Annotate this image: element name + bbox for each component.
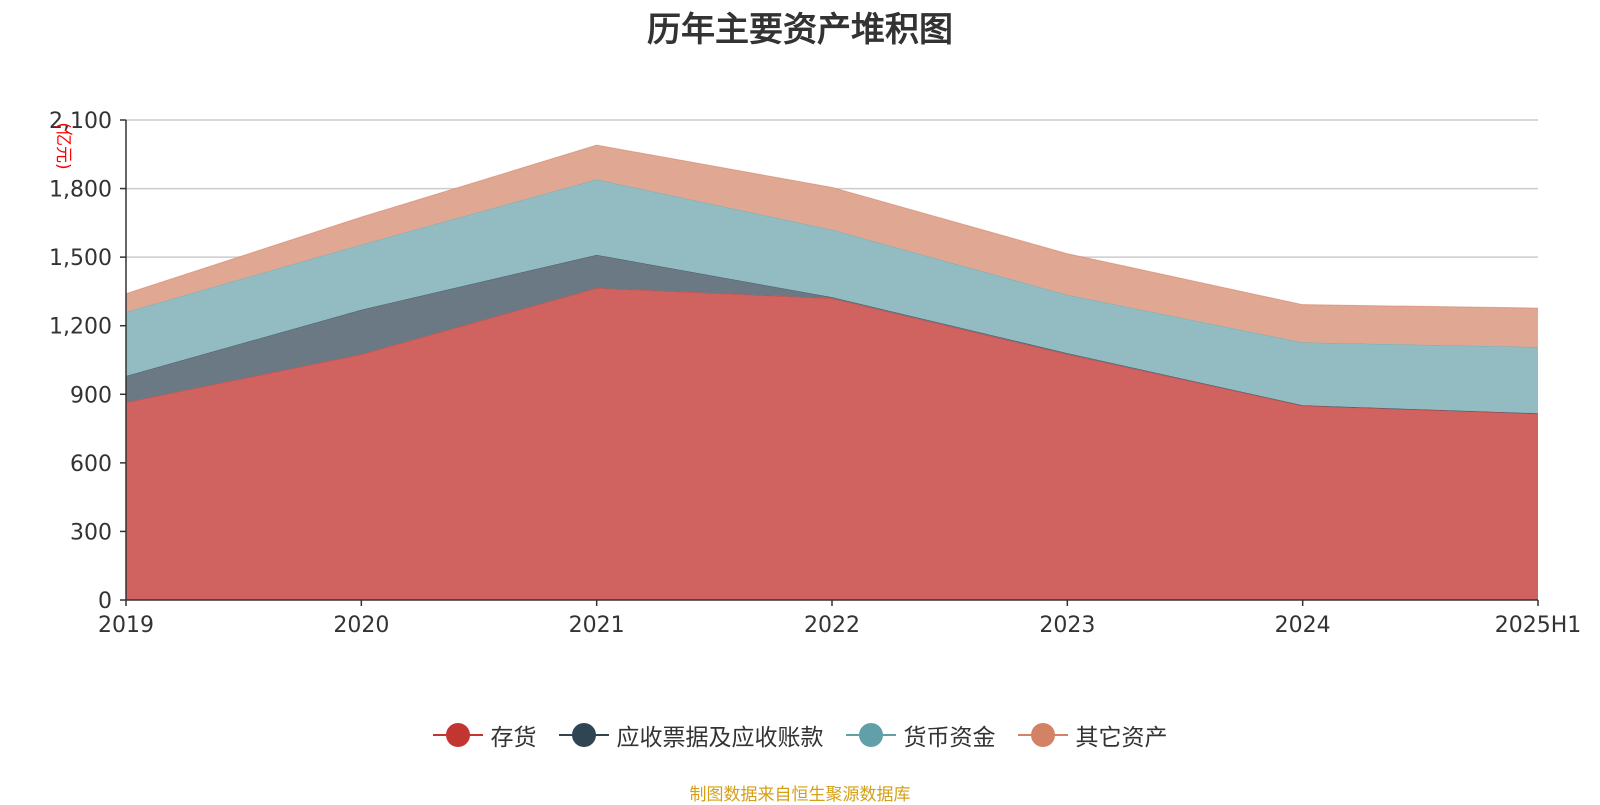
- axis-layer: [120, 119, 1539, 606]
- x-tick-label-4: 2023: [1039, 613, 1095, 638]
- y-tick-label-5: 1,500: [49, 246, 112, 271]
- legend-dot-icon: [858, 723, 883, 747]
- y-tick-label-7: 2,100: [49, 109, 112, 134]
- chart-title: 历年主要资产堆积图: [647, 10, 953, 50]
- legend-label: 存货: [490, 725, 537, 751]
- source-note: 制图数据来自恒生聚源数据库: [689, 785, 911, 805]
- x-tick-label-0: 2019: [98, 613, 154, 638]
- area-layer: [125, 144, 1539, 600]
- legend-dot-icon: [571, 723, 596, 747]
- area-series-3: [126, 145, 1538, 347]
- label-layer: 0 300 600 900 1,200 1,500 1,800 2,100 2019 2020 20…: [49, 109, 1581, 638]
- legend-swatch-icon: [558, 723, 609, 747]
- y-tick-label-3: 900: [70, 383, 112, 408]
- legend-item-3[interactable]: 其它资产: [1017, 718, 1168, 752]
- x-tick-label-1: 2020: [333, 613, 389, 638]
- legend-swatch-icon: [432, 723, 483, 747]
- legend-item-0[interactable]: 存货: [432, 718, 537, 752]
- legend-dot-icon: [1030, 723, 1055, 747]
- legend: 存货 应收票据及应收账款 货币资金 其它资产: [0, 718, 1600, 752]
- area-series-2: [126, 179, 1538, 414]
- y-tick-label-6: 1,800: [49, 178, 112, 203]
- y-axis-unit-label: (亿元): [53, 122, 73, 169]
- legend-swatch-icon: [845, 723, 896, 747]
- line-series-3: [125, 144, 1539, 309]
- x-tick-label-6: 2025H1: [1495, 613, 1582, 638]
- y-tick-label-2: 600: [70, 452, 112, 477]
- legend-label: 货币资金: [903, 725, 996, 751]
- y-tick-label-0: 0: [98, 589, 112, 614]
- legend-label: 其它资产: [1075, 725, 1168, 751]
- x-tick-label-3: 2022: [804, 613, 860, 638]
- area-series-1: [126, 254, 1538, 414]
- legend-item-1[interactable]: 应收票据及应收账款: [558, 718, 824, 752]
- x-tick-label-2: 2021: [569, 613, 625, 638]
- y-tick-label-1: 300: [70, 520, 112, 545]
- y-tick-label-4: 1,200: [49, 315, 112, 340]
- x-tick-label-5: 2024: [1275, 613, 1331, 638]
- legend-label: 应收票据及应收账款: [616, 725, 824, 751]
- area-series-0: [126, 288, 1538, 600]
- legend-dot-icon: [445, 723, 470, 747]
- legend-swatch-icon: [1017, 723, 1068, 747]
- legend-item-2[interactable]: 货币资金: [845, 718, 996, 752]
